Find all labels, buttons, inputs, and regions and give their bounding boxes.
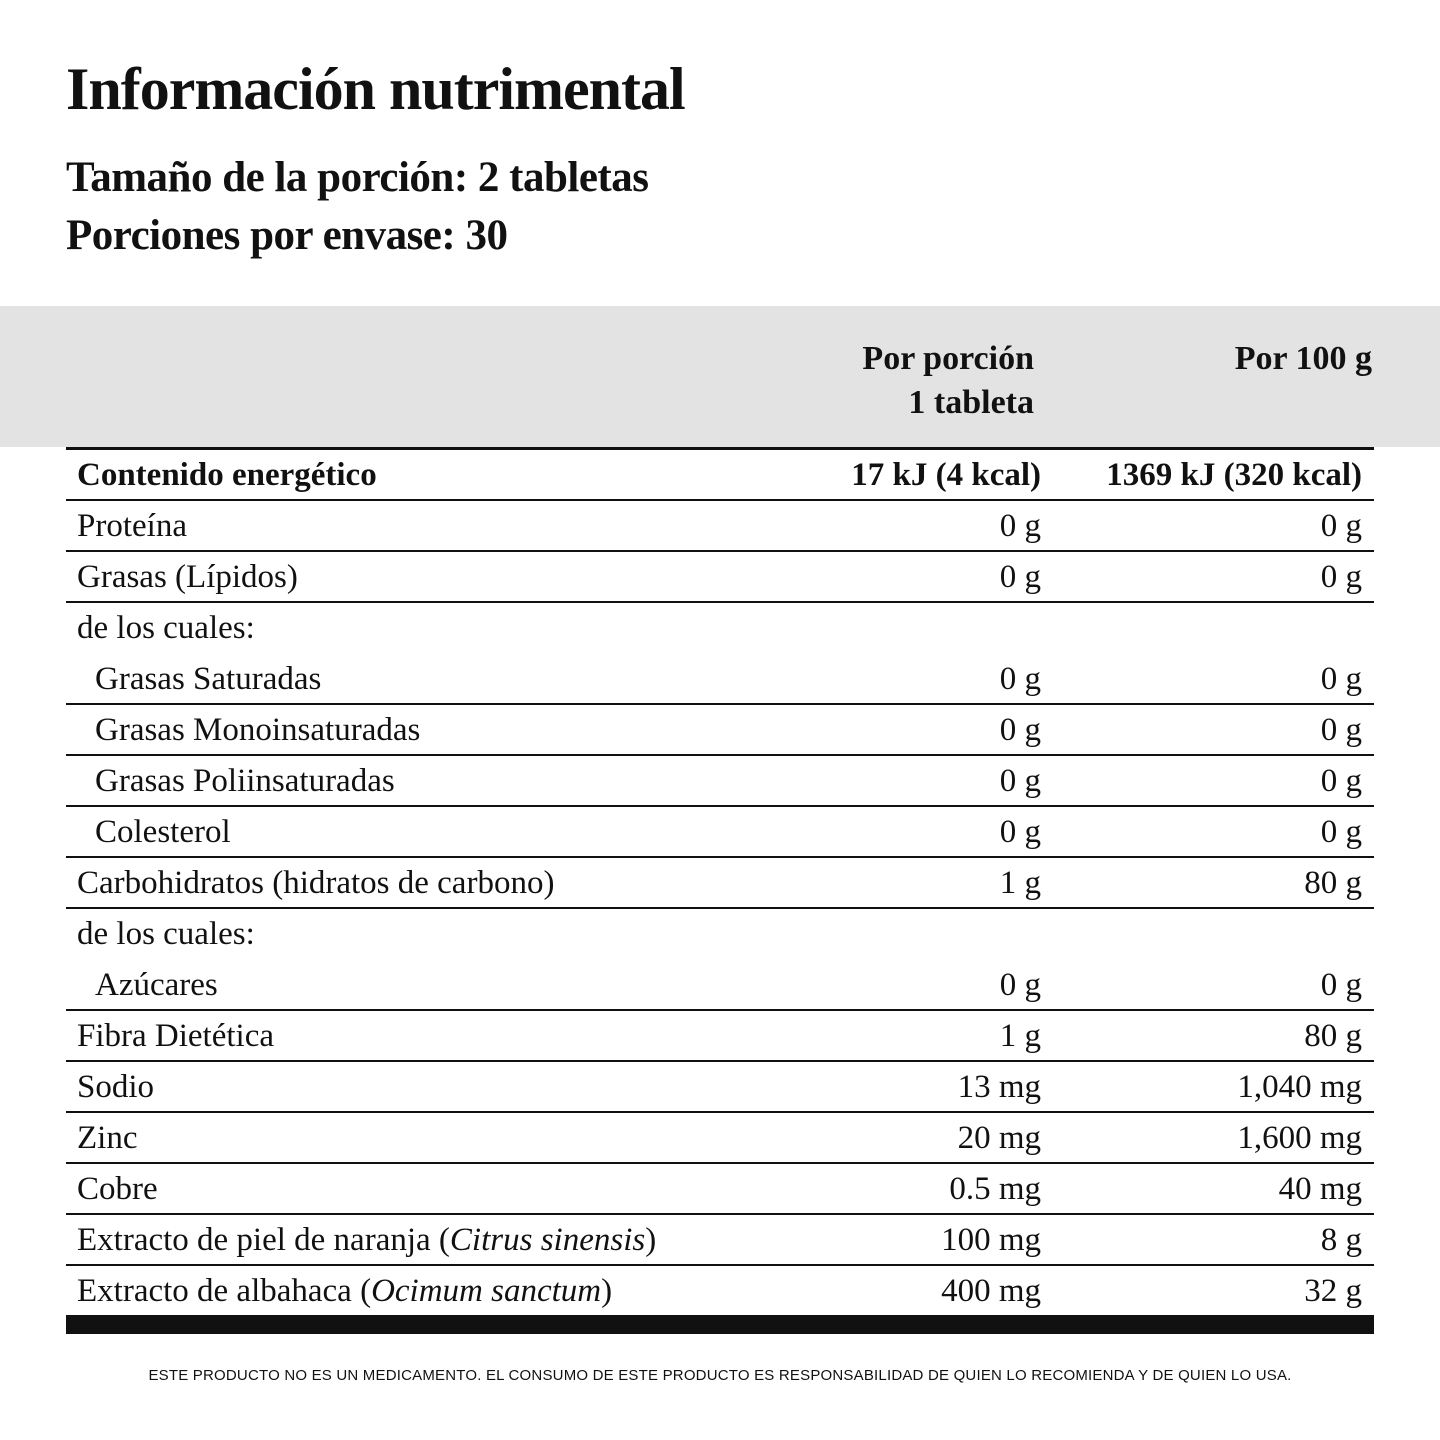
nutrient-label-text: Sodio bbox=[77, 1069, 155, 1105]
value-per-serving: 0 g bbox=[999, 661, 1041, 697]
value-per-100g: 80 g bbox=[1304, 865, 1362, 901]
table-row: Carbohidratos (hidratos de carbono) 1 g 80… bbox=[66, 858, 1374, 909]
value-per-serving: 0.5 mg bbox=[949, 1171, 1041, 1207]
table-row: Contenido energético 17 kJ (4 kcal) 1369 k… bbox=[66, 450, 1374, 501]
value-per-serving: 100 mg bbox=[941, 1222, 1041, 1258]
value-per-100g: 8 g bbox=[1320, 1222, 1362, 1258]
table-row: Zinc 20 mg 1,600 mg bbox=[66, 1113, 1374, 1164]
table-row: Grasas Monoinsaturadas 0 g 0 g bbox=[66, 705, 1374, 756]
servings-per-container: Porciones por envase: 30 bbox=[66, 212, 508, 259]
value-per-serving: 0 g bbox=[999, 967, 1041, 1003]
table-row: Grasas Poliinsaturadas 0 g 0 g bbox=[66, 756, 1374, 807]
value-per-100g: 0 g bbox=[1320, 508, 1362, 544]
nutrient-label-text: Extracto de albahaca ( bbox=[77, 1273, 372, 1309]
table-row: Grasas (Lípidos) 0 g 0 g bbox=[66, 552, 1374, 603]
table-end-bar bbox=[66, 1315, 1374, 1334]
nutrient-label-text: Grasas Saturadas bbox=[95, 661, 322, 697]
nutrient-label-suffix: ) bbox=[645, 1222, 657, 1258]
value-per-serving: 20 mg bbox=[957, 1120, 1041, 1156]
value-per-serving: 0 g bbox=[999, 763, 1041, 799]
value-per-100g: 0 g bbox=[1320, 559, 1362, 595]
nutrient-label: Fibra Dietética bbox=[77, 1011, 274, 1061]
column-header-per-serving: Por porción 1 tableta bbox=[714, 337, 1034, 425]
value-per-100g: 0 g bbox=[1320, 661, 1362, 697]
nutrient-label: Colesterol bbox=[95, 807, 231, 857]
value-per-serving: 400 mg bbox=[941, 1273, 1041, 1309]
nutrient-latin-name: Citrus sinensis bbox=[449, 1222, 646, 1258]
page-title: Información nutrimental bbox=[66, 56, 686, 122]
nutrient-label-text: Proteína bbox=[77, 508, 187, 544]
column-header-per-serving-unit: 1 tableta bbox=[908, 384, 1034, 421]
table-row: Extracto de albahaca (Ocimum sanctum) 400… bbox=[66, 1266, 1374, 1317]
value-per-100g: 0 g bbox=[1320, 763, 1362, 799]
column-header-per-100g: Por 100 g bbox=[1234, 340, 1372, 377]
nutrient-label-text: Contenido energético bbox=[77, 457, 377, 493]
nutrient-label-text: Grasas Monoinsaturadas bbox=[95, 712, 421, 748]
value-per-100g: 32 g bbox=[1304, 1273, 1362, 1309]
nutrient-label-text: Cobre bbox=[77, 1171, 158, 1207]
nutrient-label-text: Colesterol bbox=[95, 814, 231, 850]
table-row: Cobre 0.5 mg 40 mg bbox=[66, 1164, 1374, 1215]
nutrient-label-text: de los cuales: bbox=[77, 916, 255, 952]
nutrient-label: de los cuales: bbox=[77, 909, 255, 959]
value-per-100g: 80 g bbox=[1304, 1018, 1362, 1054]
table-row: Sodio 13 mg 1,040 mg bbox=[66, 1062, 1374, 1113]
value-per-serving: 0 g bbox=[999, 712, 1041, 748]
nutrient-label: Grasas (Lípidos) bbox=[77, 552, 298, 602]
table-row: Grasas Saturadas 0 g 0 g bbox=[66, 654, 1374, 705]
nutrient-label: Grasas Saturadas bbox=[95, 654, 321, 704]
nutrient-label-suffix: ) bbox=[601, 1273, 613, 1309]
nutrient-label: Zinc bbox=[77, 1113, 137, 1163]
value-per-100g: 0 g bbox=[1320, 712, 1362, 748]
table-row: Proteína 0 g 0 g bbox=[66, 501, 1374, 552]
nutrient-label-text: Azúcares bbox=[95, 967, 218, 1003]
value-per-100g: 1,040 mg bbox=[1237, 1069, 1362, 1105]
value-per-100g: 0 g bbox=[1320, 967, 1362, 1003]
value-per-serving: 17 kJ (4 kcal) bbox=[851, 457, 1041, 493]
nutrient-label-text: Extracto de piel de naranja ( bbox=[77, 1222, 450, 1258]
value-per-serving: 0 g bbox=[999, 508, 1041, 544]
table-row: de los cuales: bbox=[66, 909, 1374, 960]
nutrient-label: Carbohidratos (hidratos de carbono) bbox=[77, 858, 554, 908]
table-row: Extracto de piel de naranja (Citrus sine… bbox=[66, 1215, 1374, 1266]
nutrient-label-text: Zinc bbox=[77, 1120, 138, 1156]
value-per-100g: 0 g bbox=[1320, 814, 1362, 850]
table-row: Colesterol 0 g 0 g bbox=[66, 807, 1374, 858]
value-per-serving: 1 g bbox=[999, 865, 1041, 901]
table-row: de los cuales: bbox=[66, 603, 1374, 654]
nutrient-label-text: de los cuales: bbox=[77, 610, 255, 646]
nutrient-label-text: Carbohidratos (hidratos de carbono) bbox=[77, 865, 555, 901]
value-per-serving: 0 g bbox=[999, 814, 1041, 850]
nutrient-label-text: Grasas Poliinsaturadas bbox=[95, 763, 395, 799]
table-header-band bbox=[0, 306, 1440, 447]
nutrient-label: Extracto de piel de naranja (Citrus sine… bbox=[77, 1215, 656, 1265]
column-header-per-serving-label: Por porción bbox=[862, 340, 1034, 377]
nutrient-label: Contenido energético bbox=[77, 450, 377, 500]
nutrient-label: de los cuales: bbox=[77, 603, 255, 653]
disclaimer: ESTE PRODUCTO NO ES UN MEDICAMENTO. EL C… bbox=[148, 1367, 1292, 1384]
nutrient-label: Azúcares bbox=[95, 960, 218, 1010]
nutrient-label: Proteína bbox=[77, 501, 187, 551]
value-per-serving: 0 g bbox=[999, 559, 1041, 595]
nutrition-table: Contenido energético 17 kJ (4 kcal) 1369 k… bbox=[66, 447, 1374, 1317]
nutrient-label: Sodio bbox=[77, 1062, 154, 1112]
table-row: Azúcares 0 g 0 g bbox=[66, 960, 1374, 1011]
nutrient-label-text: Grasas (Lípidos) bbox=[77, 559, 298, 595]
value-per-serving: 1 g bbox=[999, 1018, 1041, 1054]
nutrient-label: Extracto de albahaca (Ocimum sanctum) bbox=[77, 1266, 612, 1316]
nutrient-label-text: Fibra Dietética bbox=[77, 1018, 275, 1054]
value-per-100g: 1,600 mg bbox=[1237, 1120, 1362, 1156]
value-per-100g: 40 mg bbox=[1278, 1171, 1362, 1207]
serving-size: Tamaño de la porción: 2 tabletas bbox=[66, 154, 649, 201]
nutrient-latin-name: Ocimum sanctum bbox=[371, 1273, 602, 1309]
nutrient-label: Grasas Poliinsaturadas bbox=[95, 756, 395, 806]
nutrient-label: Grasas Monoinsaturadas bbox=[95, 705, 420, 755]
table-row: Fibra Dietética 1 g 80 g bbox=[66, 1011, 1374, 1062]
value-per-100g: 1369 kJ (320 kcal) bbox=[1106, 457, 1362, 493]
value-per-serving: 13 mg bbox=[957, 1069, 1041, 1105]
nutrient-label: Cobre bbox=[77, 1164, 158, 1214]
